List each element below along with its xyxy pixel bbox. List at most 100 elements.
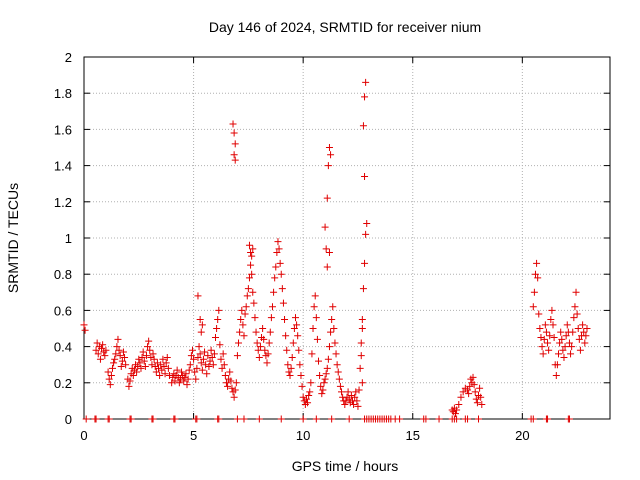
data-point xyxy=(311,292,319,300)
data-point xyxy=(315,357,323,365)
data-point xyxy=(565,415,573,423)
data-point xyxy=(92,346,100,354)
data-point xyxy=(267,314,275,322)
data-point xyxy=(283,346,291,354)
data-point xyxy=(161,370,169,378)
data-point xyxy=(117,363,125,371)
data-point xyxy=(286,372,294,380)
data-point xyxy=(306,388,314,396)
data-point xyxy=(255,415,263,423)
data-point xyxy=(562,332,570,340)
data-point xyxy=(282,332,290,340)
data-point xyxy=(308,350,316,358)
data-point xyxy=(187,352,195,360)
data-point xyxy=(465,390,473,398)
data-point xyxy=(327,151,335,159)
data-point xyxy=(251,314,259,322)
x-tick-label: 15 xyxy=(406,428,420,443)
data-point xyxy=(472,395,480,403)
data-point xyxy=(230,151,238,159)
data-point xyxy=(142,352,150,360)
data-point xyxy=(322,370,330,378)
data-point xyxy=(265,339,273,347)
data-point xyxy=(259,325,267,332)
data-point xyxy=(361,93,369,101)
data-point xyxy=(227,377,235,385)
data-point xyxy=(108,364,116,372)
data-point xyxy=(188,346,196,354)
data-point xyxy=(254,346,262,354)
data-point xyxy=(168,379,176,387)
data-point xyxy=(219,350,227,358)
data-point xyxy=(221,372,229,380)
data-point xyxy=(550,334,558,342)
data-point xyxy=(204,352,212,360)
data-point xyxy=(540,335,548,343)
data-point xyxy=(329,303,337,311)
data-point xyxy=(331,339,339,347)
data-point xyxy=(318,390,326,398)
data-point xyxy=(538,343,546,351)
data-point xyxy=(212,334,219,342)
data-point xyxy=(295,346,303,354)
data-point xyxy=(113,343,121,351)
data-point xyxy=(345,395,353,403)
data-point xyxy=(240,332,248,340)
data-point xyxy=(272,263,280,271)
data-point xyxy=(328,315,336,323)
data-point xyxy=(558,335,566,343)
data-point xyxy=(199,355,207,363)
y-tick-label: 1.6 xyxy=(54,122,72,137)
data-point xyxy=(207,346,215,354)
data-point xyxy=(464,415,472,423)
data-point xyxy=(344,388,352,396)
data-point xyxy=(175,379,183,387)
data-point xyxy=(455,401,463,409)
data-point xyxy=(202,361,210,369)
data-point xyxy=(352,388,360,396)
data-point xyxy=(263,359,271,367)
data-point xyxy=(226,368,234,376)
data-point xyxy=(536,325,544,332)
data-point xyxy=(152,368,160,376)
data-point xyxy=(277,415,285,423)
data-point xyxy=(266,328,274,336)
data-point xyxy=(313,335,321,343)
data-point xyxy=(322,245,330,253)
data-point xyxy=(256,343,264,351)
data-point xyxy=(191,368,199,376)
data-point xyxy=(299,393,307,401)
data-point xyxy=(249,245,257,253)
y-tick-label: 1.8 xyxy=(54,86,72,101)
data-point xyxy=(141,363,149,371)
data-point xyxy=(233,352,241,360)
data-point xyxy=(478,401,486,409)
data-point xyxy=(197,328,205,336)
chart-title: Day 146 of 2024, SRMTID for receiver niu… xyxy=(209,19,481,35)
data-point xyxy=(218,364,226,372)
data-point xyxy=(197,359,205,367)
data-point xyxy=(107,372,115,380)
data-point xyxy=(535,310,543,318)
data-point xyxy=(330,325,338,332)
y-tick-label: 0.8 xyxy=(54,267,72,282)
data-point xyxy=(580,328,588,336)
data-point xyxy=(224,382,232,390)
data-point xyxy=(233,415,241,423)
data-point xyxy=(194,292,202,300)
data-point xyxy=(357,339,365,347)
data-point xyxy=(140,357,148,365)
data-point xyxy=(242,303,250,311)
data-point xyxy=(320,379,328,387)
data-point xyxy=(325,144,333,151)
data-point xyxy=(302,395,310,403)
data-point xyxy=(323,364,331,372)
data-point xyxy=(137,364,145,372)
data-point xyxy=(342,397,350,405)
data-point xyxy=(556,339,564,347)
data-point xyxy=(193,364,201,372)
data-point xyxy=(118,357,126,365)
data-point xyxy=(105,375,113,383)
data-point xyxy=(537,334,545,342)
data-point xyxy=(361,172,369,180)
